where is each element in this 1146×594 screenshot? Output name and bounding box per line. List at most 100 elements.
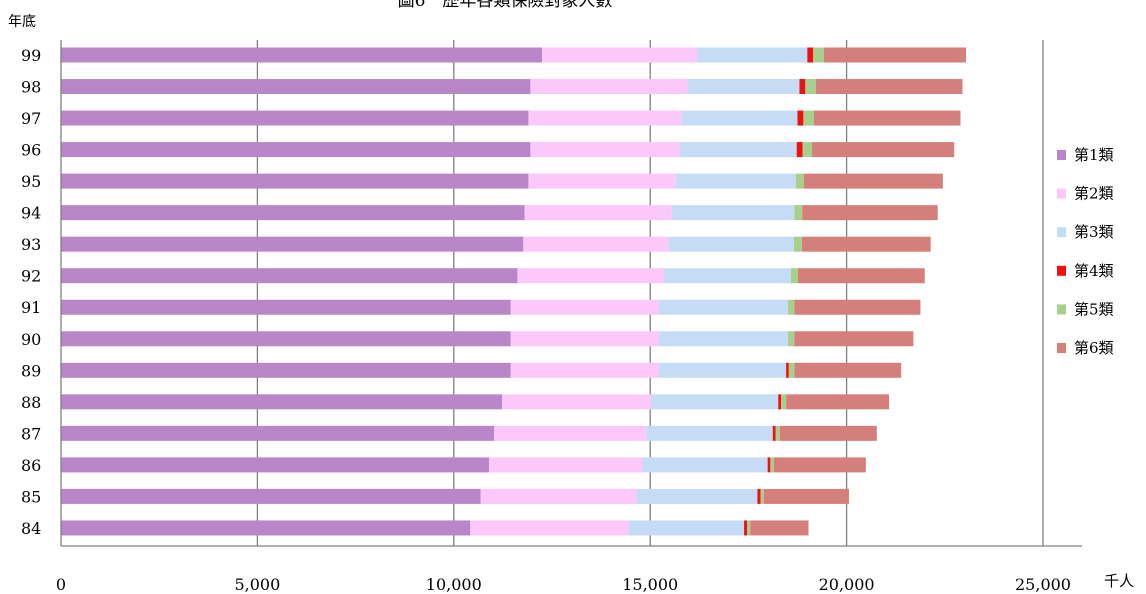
bar-segment (528, 173, 676, 189)
x-tick-label: 25,000 (1015, 575, 1071, 594)
bar-segment (663, 268, 791, 284)
bar-segment (61, 362, 511, 378)
bar-segment (802, 205, 938, 221)
x-tick-label: 15,000 (622, 575, 678, 594)
legend-label: 第5類 (1074, 300, 1114, 318)
bars-area (61, 47, 967, 536)
bar-segment (803, 173, 943, 189)
bar-segment (658, 299, 789, 315)
bar-segment (61, 47, 543, 63)
y-tick-label: 93 (21, 235, 41, 254)
bar-segment (668, 236, 794, 252)
bar-segment (786, 394, 890, 410)
bar-segment (797, 110, 804, 126)
bar-segment (61, 457, 490, 473)
y-tick-label: 89 (21, 361, 41, 380)
x-axis-unit: 千人 (1104, 572, 1134, 590)
x-tick-labels: 0 5,000 10,000 15,000 20,000 25,000 (56, 575, 1071, 594)
x-tick-label: 20,000 (819, 575, 875, 594)
y-tick-label: 97 (21, 109, 41, 128)
y-tick-label: 86 (21, 456, 41, 475)
bar-segment (530, 142, 680, 158)
bar-segment (61, 488, 481, 504)
bar-segment (786, 362, 789, 378)
y-tick-label: 85 (21, 487, 41, 506)
bar-segment (795, 173, 804, 189)
bar-segment (530, 79, 688, 95)
bar-segment (628, 520, 745, 536)
bar-segment (823, 47, 967, 63)
bar-segment (813, 110, 961, 126)
bar-segment (480, 488, 637, 504)
chart-title: 圖6 歷年各類保險對象人數 (398, 0, 613, 11)
y-tick-label: 96 (21, 141, 41, 160)
bar-segment (799, 79, 806, 95)
y-tick-labels: 99 98 97 96 95 94 93 92 91 90 89 88 87 86 85 84 (21, 46, 41, 538)
bar-segment (61, 268, 518, 284)
bar-segment (763, 488, 849, 504)
bar-segment (524, 205, 672, 221)
axes (60, 40, 1082, 547)
bar-segment (61, 299, 511, 315)
bar-segment (61, 110, 529, 126)
bar-segment (794, 362, 902, 378)
bar-segment (796, 142, 803, 158)
legend-swatch (1057, 150, 1066, 160)
bar-segment (658, 362, 787, 378)
y-tick-label: 90 (21, 330, 41, 349)
legend-swatch (1057, 304, 1066, 315)
bar-segment (779, 425, 877, 441)
bar-segment (61, 394, 503, 410)
bar-segment (470, 520, 629, 536)
bar-segment (812, 142, 955, 158)
legend-swatch (1057, 188, 1066, 199)
bar-segment (788, 299, 795, 315)
y-tick-label: 95 (21, 172, 41, 191)
bar-segment (757, 488, 761, 504)
legend-label: 第2類 (1074, 185, 1114, 203)
bar-segment (794, 331, 914, 347)
bar-segment (61, 205, 525, 221)
bar-segment (61, 142, 531, 158)
legend-swatch (1057, 265, 1066, 276)
bar-segment (750, 520, 809, 536)
y-tick-label: 87 (21, 424, 41, 443)
bar-segment (687, 79, 800, 95)
bar-segment (510, 299, 659, 315)
x-tick-label: 0 (56, 575, 66, 594)
legend-label: 第1類 (1074, 146, 1114, 164)
bar-segment (61, 425, 495, 441)
bar-segment (813, 47, 824, 63)
bar-segment (650, 394, 779, 410)
bar-segment (801, 236, 931, 252)
bar-segment (775, 425, 780, 441)
bar-segment (760, 488, 764, 504)
y-tick-label: 98 (21, 78, 41, 97)
bar-segment (61, 520, 471, 536)
legend-swatch (1057, 343, 1066, 353)
bar-segment (517, 268, 664, 284)
bar-segment (794, 205, 803, 221)
bar-segment (790, 268, 798, 284)
x-tick-label: 5,000 (234, 575, 280, 594)
bar-segment (61, 331, 511, 347)
y-tick-label: 94 (21, 204, 41, 223)
bar-segment (815, 79, 963, 95)
bar-segment (494, 425, 647, 441)
bar-segment (542, 47, 698, 63)
bar-segment (681, 110, 798, 126)
legend-label: 第6類 (1074, 339, 1114, 357)
y-tick-label: 91 (21, 298, 41, 317)
bar-segment (675, 173, 796, 189)
bar-segment (510, 331, 659, 347)
bar-segment (793, 236, 802, 252)
bar-segment (788, 331, 795, 347)
legend-label: 第4類 (1074, 262, 1114, 280)
bar-segment (744, 520, 748, 536)
bar-segment (773, 457, 866, 473)
bar-segment (772, 425, 776, 441)
y-axis-label: 年底 (8, 14, 36, 30)
bar-segment (646, 425, 773, 441)
